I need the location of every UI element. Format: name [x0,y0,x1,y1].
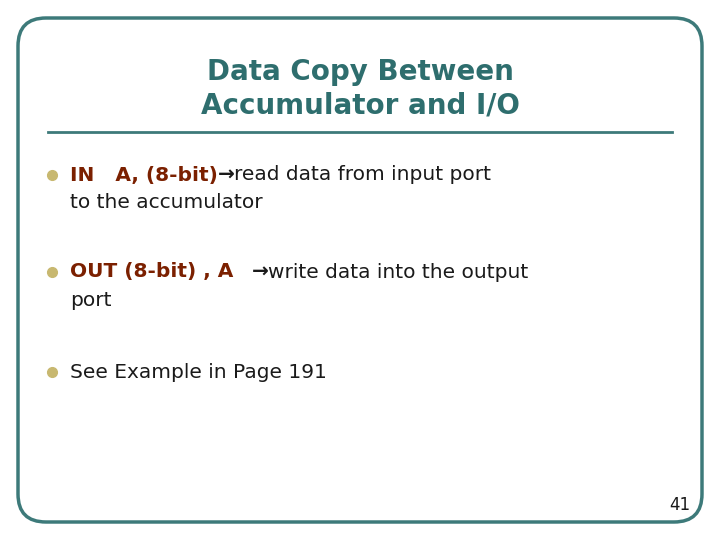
FancyBboxPatch shape [18,18,702,522]
Text: Data Copy Between: Data Copy Between [207,58,513,86]
Text: OUT (8-bit) , A: OUT (8-bit) , A [70,262,233,281]
Text: 41: 41 [669,496,690,514]
Text: write data into the output: write data into the output [268,262,528,281]
Text: See Example in Page 191: See Example in Page 191 [70,362,327,381]
Text: →: → [218,165,235,185]
Text: port: port [70,291,112,309]
Text: read data from input port: read data from input port [234,165,491,185]
Text: to the accumulator: to the accumulator [70,193,263,213]
Text: IN   A, (8-bit)→: IN A, (8-bit)→ [70,165,235,185]
Text: →: → [252,262,269,281]
Text: IN   A, (8-bit): IN A, (8-bit) [70,165,218,185]
Text: Accumulator and I/O: Accumulator and I/O [201,91,519,119]
